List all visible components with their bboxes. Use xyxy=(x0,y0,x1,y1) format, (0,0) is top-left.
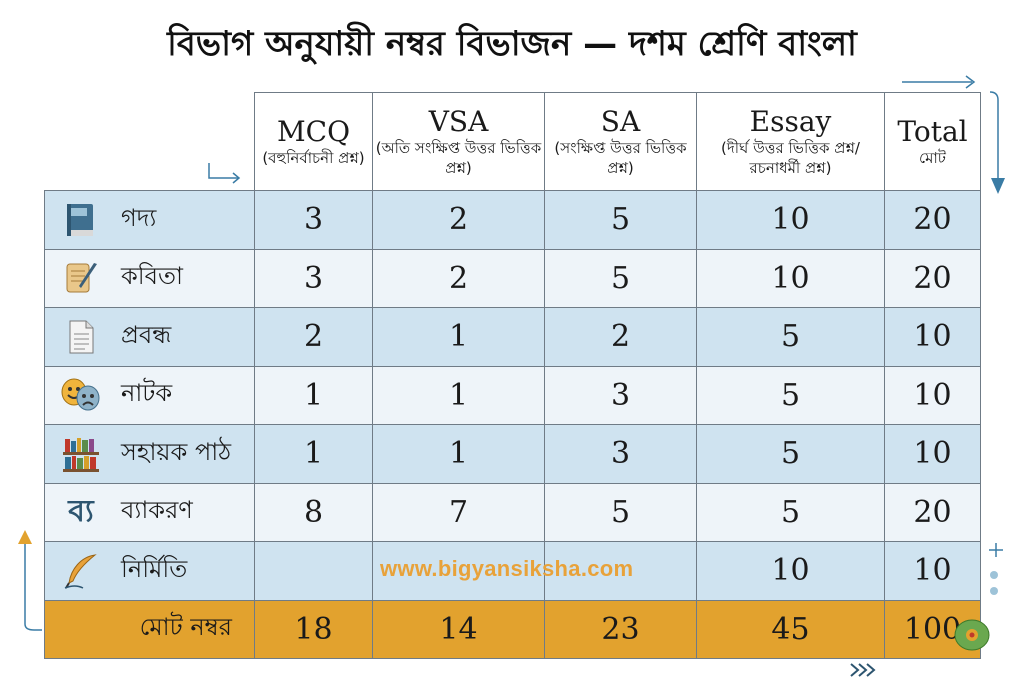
cell-mcq: 1 xyxy=(254,365,373,425)
feather-quill-icon xyxy=(59,549,103,593)
book-icon xyxy=(59,198,103,242)
cell-mcq: 3 xyxy=(254,248,373,308)
grammar-letter-glyph: ব্য xyxy=(68,493,94,529)
row-label-text: গদ্য xyxy=(121,203,157,232)
corner-arrow-icon xyxy=(208,163,241,184)
header-mcq-title: MCQ xyxy=(276,114,351,148)
cell-sa: 5 xyxy=(544,190,697,250)
header-sa-sub: (সংক্ষিপ্ত উত্তর ভিত্তিক প্রশ্ন) xyxy=(554,138,687,177)
cell-total: 20 xyxy=(884,248,981,308)
header-total-title: Total xyxy=(897,114,968,148)
grammar-letter-icon: ব্য xyxy=(59,490,103,534)
cell-essay: 5 xyxy=(696,482,885,542)
cell-vsa xyxy=(372,541,545,601)
arrow-down-icon xyxy=(989,91,1005,194)
cell-mcq: 1 xyxy=(254,424,373,484)
header-sa: SA (সংক্ষিপ্ত উত্তর ভিত্তিক প্রশ্ন) xyxy=(544,92,697,191)
cell-essay: 10 xyxy=(696,248,885,308)
scroll-quill-icon xyxy=(59,256,103,300)
header-vsa-title: VSA xyxy=(428,104,489,138)
marks-table: MCQ (বহুনির্বাচনী প্রশ্ন) VSA (অতি সংক্ষ… xyxy=(44,92,981,659)
logo-badge-icon xyxy=(954,619,990,651)
cell-vsa: 1 xyxy=(372,424,545,484)
cell-mcq: 8 xyxy=(254,482,373,542)
row-label-natok: নাটক xyxy=(44,365,255,425)
cell-essay: 5 xyxy=(696,365,885,425)
cell-vsa: 2 xyxy=(372,190,545,250)
row-label-text: ব্যাকরণ xyxy=(121,496,193,525)
row-label-sohayok-path: সহায়ক পাঠ xyxy=(44,424,255,484)
row-label-text: সহায়ক পাঠ xyxy=(121,437,232,466)
cell-sa: 2 xyxy=(544,307,697,367)
header-essay-sub: (দীর্ঘ উত্তর ভিত্তিক প্রশ্ন/রচনাধর্মী প্… xyxy=(721,138,860,177)
row-label-text: কবিতা xyxy=(121,262,183,291)
header-total: Total মোট xyxy=(884,92,981,191)
header-mcq-sub: (বহুনির্বাচনী প্রশ্ন) xyxy=(262,148,365,167)
cell-vsa: 1 xyxy=(372,365,545,425)
theater-masks-icon xyxy=(59,373,103,417)
cell-total: 10 xyxy=(884,541,981,601)
page-title: বিভাগ অনুযায়ী নম্বর বিভাজন — দশম শ্রেণি… xyxy=(167,24,857,64)
cell-vsa: 7 xyxy=(372,482,545,542)
cell-essay: 5 xyxy=(696,307,885,367)
cell-total: 10 xyxy=(884,307,981,367)
row-label-text: প্রবন্ধ xyxy=(121,320,172,349)
cell-essay: 5 xyxy=(696,424,885,484)
total-mcq: 18 xyxy=(254,599,373,659)
row-label-kobita: কবিতা xyxy=(44,248,255,308)
header-mcq: MCQ (বহুনির্বাচনী প্রশ্ন) xyxy=(254,92,373,191)
total-vsa: 14 xyxy=(372,599,545,659)
row-label-nirmiti: নির্মিতি xyxy=(44,541,255,601)
cell-total: 10 xyxy=(884,365,981,425)
cell-vsa: 1 xyxy=(372,307,545,367)
cell-total: 20 xyxy=(884,190,981,250)
row-label-text: নাটক xyxy=(121,379,173,408)
header-total-sub: মোট xyxy=(919,148,946,167)
cell-essay: 10 xyxy=(696,541,885,601)
double-chevron-icon xyxy=(850,663,876,677)
plus-icon xyxy=(989,543,1003,557)
document-icon xyxy=(59,315,103,359)
arrow-right-icon xyxy=(902,75,976,89)
cell-mcq xyxy=(254,541,373,601)
watermark-text: www.bigyansiksha.com xyxy=(380,556,634,581)
cell-mcq: 2 xyxy=(254,307,373,367)
cell-mcq: 3 xyxy=(254,190,373,250)
cell-sa: 3 xyxy=(544,365,697,425)
row-label-text: নির্মিতি xyxy=(121,554,188,583)
cell-essay: 10 xyxy=(696,190,885,250)
header-vsa: VSA (অতি সংক্ষিপ্ত উত্তর ভিত্তিক প্রশ্ন) xyxy=(372,92,545,191)
row-label-probondho: প্রবন্ধ xyxy=(44,307,255,367)
header-vsa-sub: (অতি সংক্ষিপ্ত উত্তর ভিত্তিক প্রশ্ন) xyxy=(375,138,542,177)
header-essay-title: Essay xyxy=(749,104,832,138)
bookshelf-icon xyxy=(59,432,103,476)
total-row-label: মোট নম্বর xyxy=(44,599,255,659)
header-sa-title: SA xyxy=(600,104,641,138)
row-label-gadya: গদ্য xyxy=(44,190,255,250)
cell-sa: 3 xyxy=(544,424,697,484)
row-label-byakoron: ব্য ব্যাকরণ xyxy=(44,482,255,542)
cell-total: 20 xyxy=(884,482,981,542)
arrow-up-icon xyxy=(18,530,42,631)
cell-vsa: 2 xyxy=(372,248,545,308)
cell-total: 10 xyxy=(884,424,981,484)
cell-sa: 5 xyxy=(544,482,697,542)
total-essay: 45 xyxy=(696,599,885,659)
header-essay: Essay (দীর্ঘ উত্তর ভিত্তিক প্রশ্ন/রচনাধর… xyxy=(696,92,885,191)
cell-sa: 5 xyxy=(544,248,697,308)
total-sa: 23 xyxy=(544,599,697,659)
cell-sa xyxy=(544,541,697,601)
dots-icon xyxy=(990,571,998,595)
